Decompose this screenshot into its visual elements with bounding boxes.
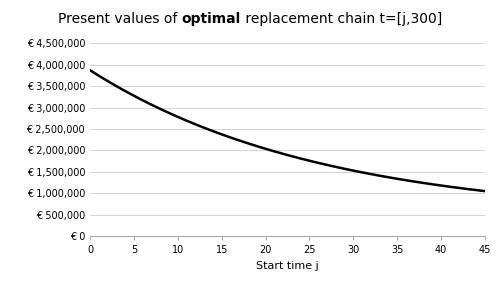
- Text: replacement chain t=[j,300]: replacement chain t=[j,300]: [241, 12, 442, 26]
- Text: optimal: optimal: [182, 12, 241, 26]
- Text: Present values of: Present values of: [58, 12, 182, 26]
- X-axis label: Start time j: Start time j: [256, 261, 319, 271]
